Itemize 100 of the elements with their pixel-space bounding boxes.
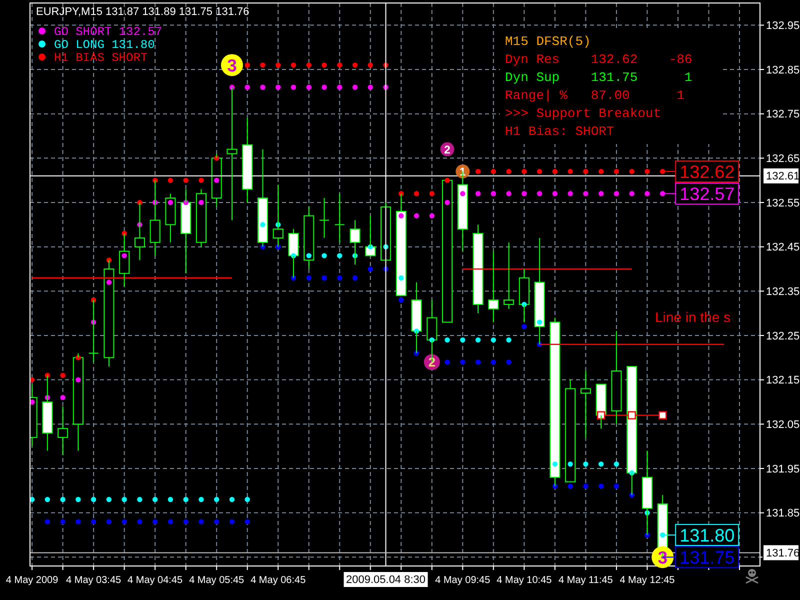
point	[352, 62, 358, 68]
candlestick	[472, 224, 484, 314]
point	[76, 496, 81, 502]
point	[398, 275, 404, 280]
candlestick	[150, 180, 160, 256]
ref-line-label: 2009.05.04 8:30	[346, 574, 426, 586]
point	[306, 253, 312, 258]
annotation: 131.75	[680, 548, 735, 568]
candlestick	[165, 193, 176, 243]
point	[214, 519, 220, 524]
annotation: 2	[444, 144, 450, 156]
point	[122, 496, 127, 502]
point	[429, 191, 435, 196]
candlestick	[611, 330, 622, 425]
point	[596, 411, 606, 420]
point	[244, 519, 250, 524]
point	[598, 191, 604, 196]
point	[598, 484, 604, 489]
annotation: M15 DFSR(5)	[505, 34, 591, 49]
point	[322, 275, 327, 280]
candlestick	[211, 153, 222, 208]
point	[106, 280, 112, 285]
point	[490, 337, 496, 343]
annotation: 2	[428, 354, 436, 370]
candlestick	[488, 250, 499, 323]
candlestick	[180, 188, 192, 274]
point	[168, 178, 174, 183]
point	[352, 84, 358, 90]
point	[444, 337, 450, 343]
point	[398, 213, 404, 218]
candlestick	[534, 237, 545, 345]
point	[60, 519, 66, 524]
point	[122, 519, 127, 524]
y-tick-label: 132.15	[766, 374, 800, 387]
candlestick	[304, 206, 314, 270]
point	[490, 191, 496, 196]
point	[583, 461, 588, 467]
point	[368, 84, 373, 90]
point	[44, 519, 50, 524]
point	[522, 324, 527, 330]
y-tick-label: 132.55	[766, 197, 800, 210]
y-tick-label: 131.95	[766, 463, 800, 476]
point	[183, 178, 188, 183]
point	[106, 496, 112, 502]
point	[444, 359, 450, 365]
point	[183, 519, 188, 524]
point	[306, 62, 312, 68]
point	[44, 496, 50, 502]
point	[460, 337, 466, 343]
point	[568, 191, 573, 196]
point	[244, 62, 250, 68]
point	[352, 275, 358, 280]
point	[214, 496, 220, 502]
candlestick	[318, 198, 330, 238]
legend-label: GO SHORT 132.57	[54, 25, 162, 40]
point	[368, 62, 373, 68]
point	[198, 519, 204, 524]
annotation: H1 Bias: SHORT	[505, 124, 614, 139]
point	[490, 168, 496, 174]
point	[444, 200, 450, 206]
point	[506, 168, 512, 174]
point	[522, 168, 527, 174]
y-tick-label: 132.85	[766, 64, 800, 76]
candlestick	[350, 220, 360, 266]
candlestick	[550, 317, 560, 487]
point	[244, 496, 250, 502]
candlestick	[226, 86, 238, 221]
point	[322, 62, 327, 68]
point	[30, 399, 35, 405]
point	[290, 84, 296, 90]
y-tick-label: 132.25	[766, 330, 800, 342]
point	[60, 394, 66, 400]
candlestick	[134, 202, 145, 261]
y-tick-label: 132.45	[766, 242, 800, 254]
point	[168, 496, 174, 502]
point	[90, 519, 96, 524]
point	[398, 297, 404, 303]
candlestick	[196, 188, 206, 248]
point	[90, 496, 96, 502]
annotation: Dyn Sup 131.75 1	[505, 70, 692, 85]
y-tick-label: 132.35	[766, 286, 800, 298]
point	[644, 191, 650, 196]
point	[30, 377, 35, 382]
point	[244, 84, 250, 90]
x-tick-label: 4 May 09:45	[435, 575, 491, 586]
point	[168, 519, 174, 524]
point	[506, 359, 512, 365]
point	[583, 484, 588, 489]
point	[552, 168, 558, 174]
point	[414, 213, 420, 218]
point	[598, 461, 604, 467]
y-tick-label: 132.65	[766, 153, 800, 166]
point	[429, 213, 435, 218]
annotation: Dyn Res 132.62 -86	[505, 52, 692, 67]
annotation: Line in the s	[655, 309, 730, 325]
x-tick-label: 4 May 12:45	[620, 575, 676, 586]
x-tick-label: 4 May 2009	[6, 575, 59, 586]
point	[276, 84, 281, 90]
annotation: 3	[658, 547, 668, 568]
point	[460, 359, 466, 365]
